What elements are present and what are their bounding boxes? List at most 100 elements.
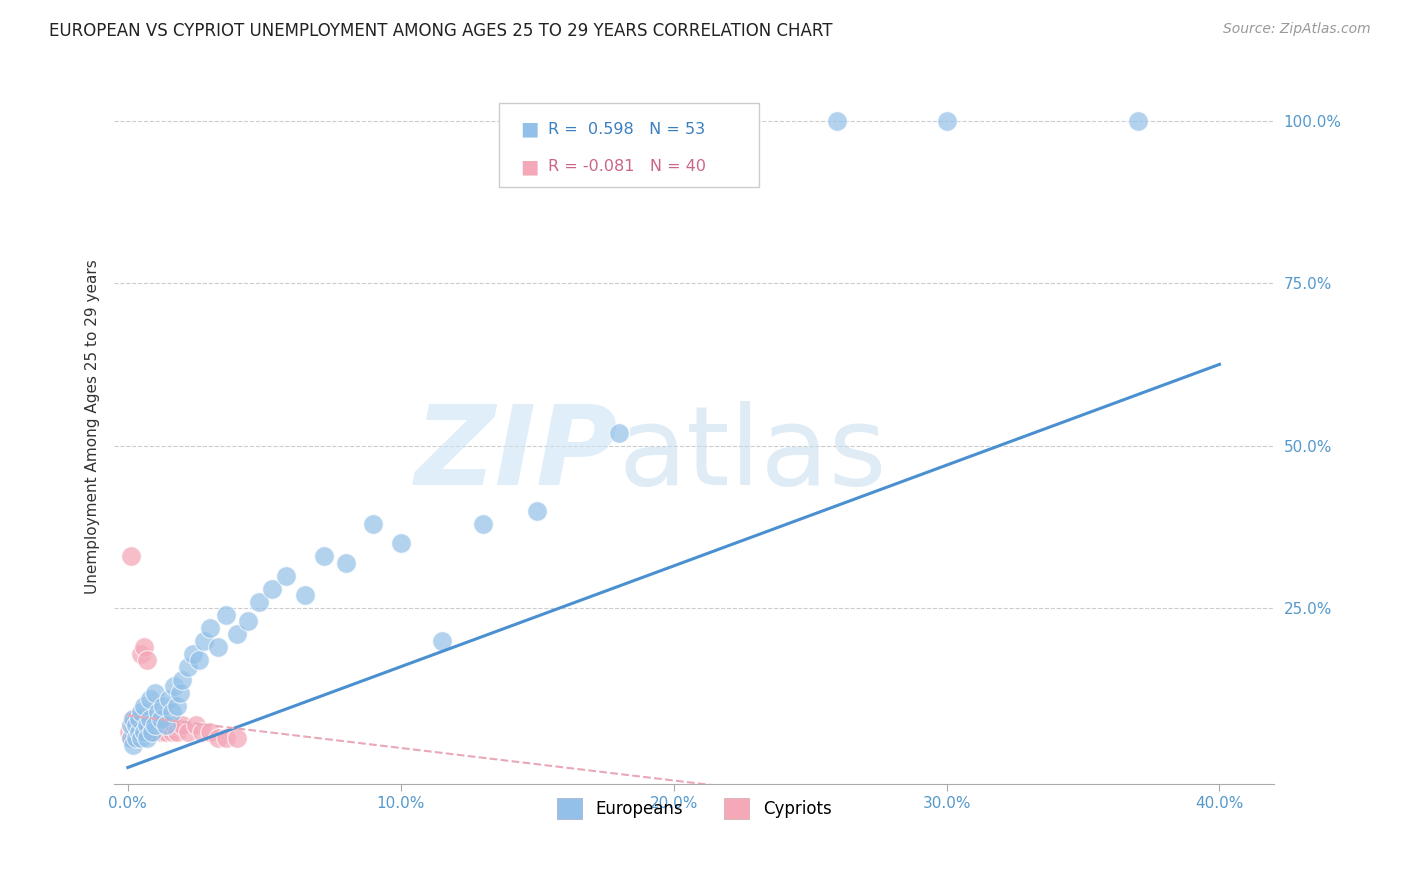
Point [125,731,148,746]
Text: R = -0.081   N = 40: R = -0.081 N = 40 [548,160,706,174]
Point [125,712,148,726]
Point [183,647,205,661]
Point [125,718,148,732]
Point [136,718,159,732]
Point [166,698,188,713]
Point [138,712,160,726]
Point [152,718,174,732]
Point [146,705,169,719]
Point [134,640,156,655]
Point [163,679,186,693]
Point [149,724,172,739]
Point [187,653,209,667]
Point [207,731,229,746]
Text: Source: ZipAtlas.com: Source: ZipAtlas.com [1223,22,1371,37]
Text: ■: ■ [520,120,538,139]
Point [236,614,259,628]
Point [131,724,153,739]
Point [134,724,156,739]
Point [190,724,212,739]
Point [128,712,150,726]
Point [120,731,142,746]
Point [131,705,153,719]
Text: atlas: atlas [619,401,887,508]
Point [294,588,316,602]
Point [163,718,186,732]
Point [125,718,148,732]
Point [136,731,159,746]
Point [935,113,957,128]
Point [131,731,153,746]
Point [314,549,336,564]
Point [120,549,142,564]
Point [276,568,298,582]
Point [471,516,494,531]
Point [143,718,166,732]
Point [138,718,160,732]
Point [157,718,180,732]
Text: R =  0.598   N = 53: R = 0.598 N = 53 [548,122,706,136]
Point [389,536,412,550]
Point [136,718,159,732]
Point [1126,113,1149,128]
Point [141,724,163,739]
Point [138,724,160,739]
Point [141,724,163,739]
Point [152,698,174,713]
Point [138,692,160,706]
Point [184,718,207,732]
Point [136,653,159,667]
Text: ZIP: ZIP [415,401,619,508]
Point [430,633,453,648]
Point [193,633,215,648]
Point [146,718,169,732]
Point [120,718,142,732]
Point [827,113,849,128]
Point [262,582,284,596]
Text: ■: ■ [520,157,538,177]
Point [215,607,238,622]
Point [155,718,177,732]
Point [177,724,200,739]
Point [128,724,150,739]
Point [128,718,150,732]
Point [177,659,200,673]
Point [131,647,153,661]
Point [143,724,166,739]
Point [122,738,145,752]
Point [526,503,548,517]
Point [198,621,221,635]
Point [128,724,150,739]
Legend: Europeans, Cypriots: Europeans, Cypriots [550,792,838,825]
Point [215,731,238,746]
Point [363,516,385,531]
Point [134,724,156,739]
Point [226,627,249,641]
Point [172,673,194,687]
Point [125,724,148,739]
Point [155,724,177,739]
Point [172,718,194,732]
Point [160,705,183,719]
Point [122,712,145,726]
Point [226,731,249,746]
Point [335,556,357,570]
Point [121,712,143,726]
Text: EUROPEAN VS CYPRIOT UNEMPLOYMENT AMONG AGES 25 TO 29 YEARS CORRELATION CHART: EUROPEAN VS CYPRIOT UNEMPLOYMENT AMONG A… [49,22,832,40]
Point [118,724,141,739]
Point [207,640,229,655]
Point [169,686,191,700]
Y-axis label: Unemployment Among Ages 25 to 29 years: Unemployment Among Ages 25 to 29 years [86,259,100,593]
Point [149,712,172,726]
Point [247,595,270,609]
Point [122,712,145,726]
Point [160,724,183,739]
Point [120,718,142,732]
Point [120,731,142,746]
Point [122,724,145,739]
Point [143,686,166,700]
Point [166,724,188,739]
Point [143,718,166,732]
Point [198,724,221,739]
Point [122,718,145,732]
